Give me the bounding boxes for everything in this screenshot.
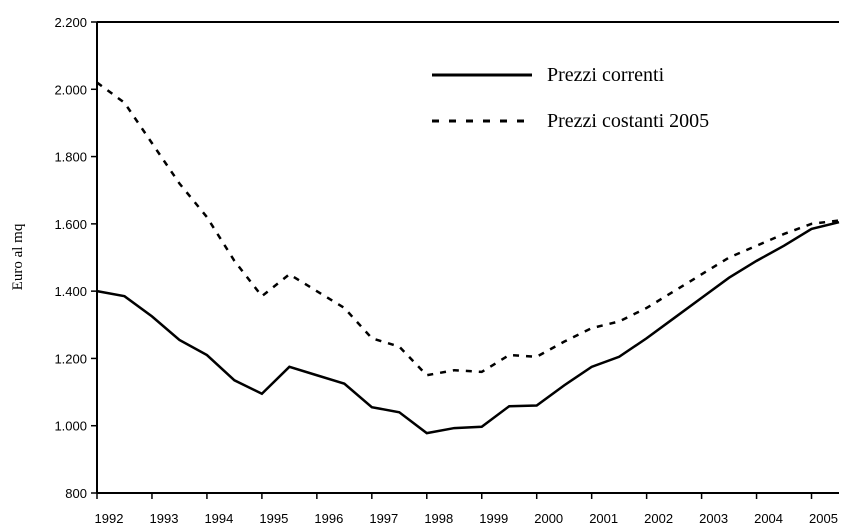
x-tick-label: 1995 [259, 511, 288, 526]
y-tick-label: 2.000 [54, 82, 87, 97]
x-tick-label: 2005 [809, 511, 838, 526]
x-tick-label: 1999 [479, 511, 508, 526]
y-tick-label: 2.200 [54, 15, 87, 30]
x-tick-label: 2001 [589, 511, 618, 526]
x-tick-label: 2003 [699, 511, 728, 526]
x-tick-label: 1992 [95, 511, 124, 526]
y-tick-label: 1.600 [54, 217, 87, 232]
x-tick-label: 1997 [369, 511, 398, 526]
legend-label: Prezzi costanti 2005 [547, 110, 709, 132]
series-line [96, 220, 840, 435]
y-tick-label: 1.000 [54, 419, 87, 434]
x-tick-label: 1994 [204, 511, 233, 526]
y-tick-label: 800 [65, 486, 87, 501]
y-tick-label: 1.200 [54, 351, 87, 366]
x-tick-label: 1993 [150, 511, 179, 526]
y-axis-label: Euro al mq [10, 223, 26, 290]
series-line [96, 81, 840, 377]
x-tick-label: 1996 [314, 511, 343, 526]
y-tick-label: 1.800 [54, 150, 87, 165]
x-tick-label: 2004 [754, 511, 783, 526]
x-tick-label: 2000 [534, 511, 563, 526]
y-tick-label: 1.400 [54, 284, 87, 299]
x-tick-label: 2002 [644, 511, 673, 526]
x-tick-label: 1998 [424, 511, 453, 526]
legend-label: Prezzi correnti [547, 64, 665, 86]
